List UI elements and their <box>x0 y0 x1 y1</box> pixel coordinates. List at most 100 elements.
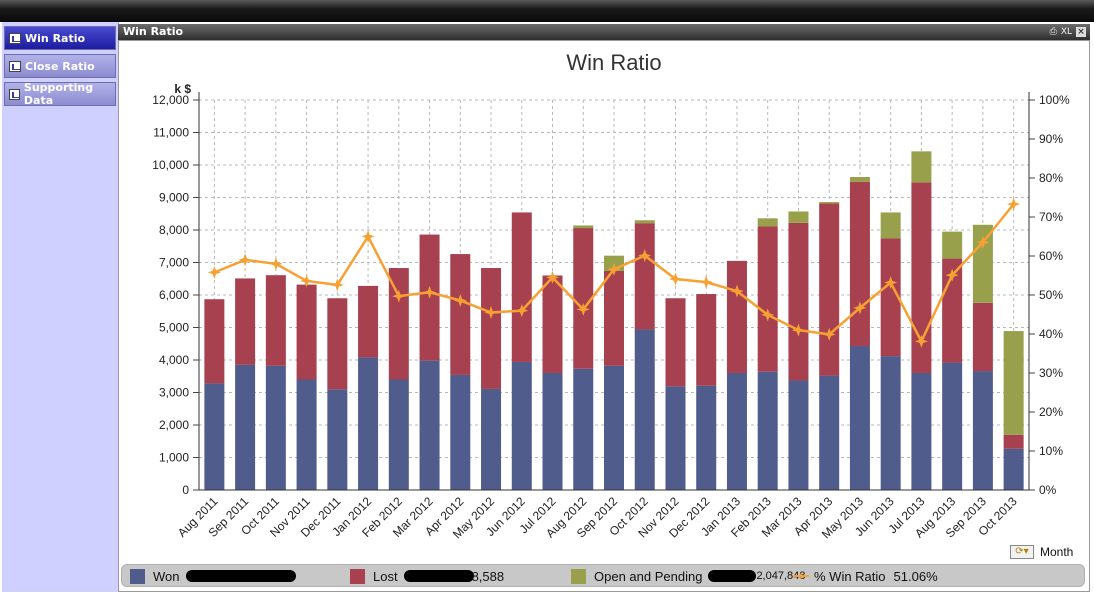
chart-icon <box>9 32 21 44</box>
legend-label-win-ratio: % Win Ratio <box>814 568 886 584</box>
bar-won <box>388 379 409 490</box>
win-ratio-point <box>238 253 252 267</box>
bar-lost <box>542 275 563 373</box>
win-ratio-point <box>207 265 221 279</box>
legend-value-win-ratio: 51.06% <box>893 568 938 584</box>
bar-lost <box>511 212 532 362</box>
bar-lost <box>911 182 932 373</box>
bar-pending <box>819 202 840 204</box>
sidebar: Win Ratio Close Ratio Supporting Data <box>2 22 119 592</box>
y-tick-label: 12,000 <box>152 93 189 107</box>
legend-swatch-pending <box>571 568 586 584</box>
y-tick-label: 11,000 <box>153 126 189 140</box>
win-ratio-point <box>576 302 590 316</box>
y-tick-label: 5,000 <box>159 321 189 335</box>
legend-item-pending[interactable]: Open and Pending 2,047,848 <box>571 568 805 584</box>
bar-pending <box>911 151 932 183</box>
y2-tick-label: 40% <box>1039 327 1063 341</box>
cycle-icon[interactable]: ⟳▾ <box>1010 545 1034 559</box>
legend-swatch-won <box>130 568 145 584</box>
y-axis-label: k $ <box>174 82 191 96</box>
bar-lost <box>481 268 502 389</box>
win-ratio-point <box>453 293 467 308</box>
win-ratio-point <box>730 284 744 298</box>
win-ratio-point <box>822 327 836 341</box>
win-ratio-point <box>269 257 283 271</box>
redaction-mark <box>403 570 474 582</box>
bar-won <box>511 361 532 490</box>
legend-value-pending: 2,047,848 <box>756 570 806 582</box>
bar-lost <box>1003 434 1024 449</box>
y2-tick-label: 90% <box>1039 132 1063 146</box>
legend-value-lost: 8,588 <box>471 568 505 584</box>
table-icon <box>9 88 20 100</box>
bar-won <box>880 356 901 490</box>
legend-label-pending: Open and Pending <box>594 568 703 584</box>
bar-won <box>265 365 286 490</box>
sidebar-item-label: Close Ratio <box>25 59 95 73</box>
legend: Won Lost 8,588 Open and Pending 2,047,84… <box>121 564 1085 587</box>
bar-won <box>819 375 840 490</box>
win-ratio-point <box>699 275 713 289</box>
bar-won <box>419 360 440 490</box>
bar-lost <box>665 298 686 387</box>
y-tick-label: 6,000 <box>159 288 189 302</box>
print-icon[interactable]: ⎙ <box>1049 27 1057 37</box>
y2-tick-label: 20% <box>1039 405 1063 419</box>
win-ratio-point <box>545 270 560 284</box>
y-tick-label: 9,000 <box>159 191 189 205</box>
y-tick-label: 0 <box>182 483 189 497</box>
redaction-mark <box>185 570 296 582</box>
y2-tick-label: 50% <box>1039 288 1063 302</box>
bar-lost <box>573 228 594 369</box>
y2-tick-label: 0% <box>1039 483 1057 497</box>
bar-won <box>972 371 993 490</box>
legend-item-won[interactable]: Won <box>130 568 296 584</box>
close-icon[interactable]: × <box>1076 27 1086 37</box>
chart-title: Win Ratio <box>566 50 661 75</box>
win-ratio-point <box>668 272 683 286</box>
bar-won <box>542 373 563 490</box>
panel-title: Win Ratio <box>123 25 184 38</box>
bar-pending <box>942 231 963 259</box>
cycle-group-control[interactable]: ⟳▾ Month <box>1010 545 1073 559</box>
legend-marker-win-ratio <box>793 572 809 580</box>
win-ratio-point <box>392 289 406 303</box>
y-tick-label: 10,000 <box>152 158 189 172</box>
bar-lost <box>296 284 317 380</box>
bar-lost <box>696 294 717 386</box>
y-tick-label: 2,000 <box>159 418 189 432</box>
bar-won <box>481 388 502 490</box>
y2-tick-label: 70% <box>1039 210 1063 224</box>
bar-won <box>235 364 256 490</box>
y-tick-label: 1,000 <box>159 451 189 465</box>
export-excel-button[interactable]: XL <box>1060 27 1072 37</box>
sidebar-item-win-ratio[interactable]: Win Ratio <box>4 26 116 50</box>
redaction-mark <box>708 570 757 582</box>
bar-won <box>788 380 809 490</box>
bar-pending <box>573 225 594 229</box>
bar-pending <box>880 212 901 239</box>
cycle-label: Month <box>1040 545 1074 559</box>
win-ratio-point <box>515 304 529 318</box>
bar-lost <box>204 299 225 384</box>
bar-lost <box>788 222 809 381</box>
legend-label-lost: Lost <box>373 568 398 584</box>
win-ratio-point <box>945 268 959 282</box>
win-ratio-point <box>976 235 990 249</box>
win-ratio-point <box>853 301 867 315</box>
sidebar-item-close-ratio[interactable]: Close Ratio <box>4 54 116 78</box>
win-ratio-point <box>607 262 621 276</box>
win-ratio-point <box>761 308 775 322</box>
bar-won <box>849 346 870 490</box>
bar-won <box>911 373 932 490</box>
legend-item-lost[interactable]: Lost 8,588 <box>350 568 504 584</box>
win-ratio-chart: Win Ratio k $ 0 1,000 2,000 3,000 4,000 5,000 6,… <box>152 50 1070 541</box>
legend-label-won: Won <box>153 568 180 584</box>
y2-tick-label: 30% <box>1039 366 1063 380</box>
legend-swatch-lost <box>350 568 365 584</box>
y2-tick-label: 60% <box>1039 249 1063 263</box>
legend-item-win-ratio[interactable]: % Win Ratio 51.06% <box>792 568 938 584</box>
y-tick-label: 8,000 <box>159 223 189 237</box>
sidebar-item-supporting-data[interactable]: Supporting Data <box>4 81 116 107</box>
